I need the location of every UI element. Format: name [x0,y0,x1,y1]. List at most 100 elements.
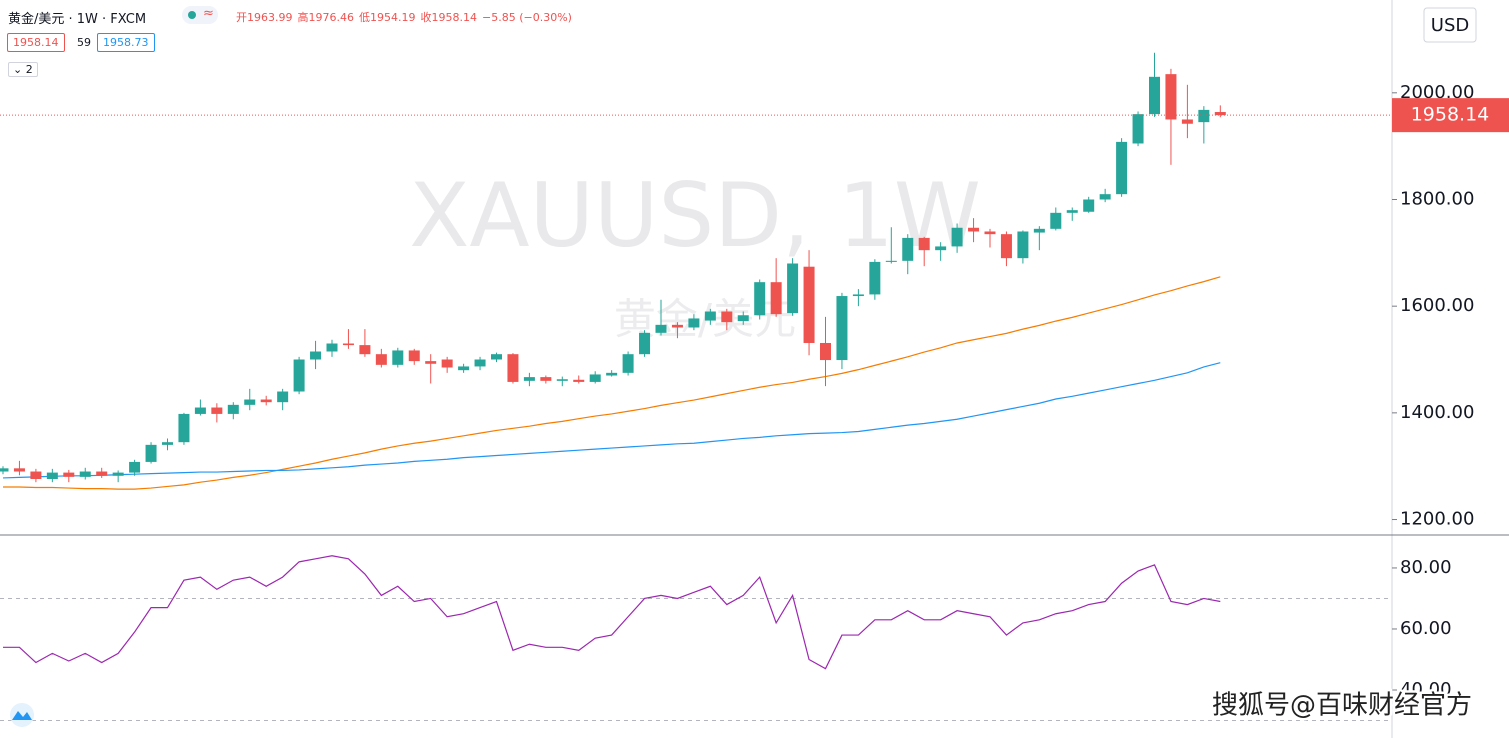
y-tick-label: 1400.00 [1400,402,1474,423]
candle-body [359,345,371,355]
watermark-symbol: XAUUSD, 1W [409,164,981,267]
symbol-title: 黄金/美元 · 1W · FXCM [8,12,147,27]
candle-body [112,472,124,476]
moving-average [3,276,1221,490]
candle-body [1214,112,1226,116]
footer-watermark: 搜狐号@百味财经官方 [1212,691,1472,721]
bid-box[interactable]: 1958.14 [7,33,65,52]
candle-body [869,261,881,295]
candle-body [491,354,502,360]
candle-body [326,343,338,352]
collapse-count: 2 [25,63,33,76]
candle-body [1181,119,1193,124]
candle-body [0,468,9,472]
y-tick-label: 1200.00 [1400,509,1474,530]
candle-body [606,372,618,376]
candle-body [458,366,470,371]
candle-body [688,318,700,328]
ohlc-legend: 开1963.99 高1976.46 低1954.19 收1958.14 −5.85 (−… [236,9,577,25]
collapse-button[interactable]: ⌄ 2 [8,62,38,77]
last-price-label: 1958.14 [1411,104,1490,126]
candle-body [540,377,552,381]
candle-body [178,413,190,443]
candle-body [194,407,206,414]
candle-body [836,296,848,361]
logo[interactable] [10,703,34,727]
spread: 59 [77,36,91,49]
y-tick-label: 2000.00 [1400,82,1474,103]
candle-body [1165,74,1177,120]
last-price-box [1392,98,1509,133]
candle-body [46,472,58,479]
y-tick-label: 1800.00 [1400,188,1474,209]
candle-body [951,227,963,247]
logo-icon [12,711,32,720]
candle-body [737,315,749,322]
candle-body [1099,194,1111,200]
candle-body [622,354,634,373]
candle-body [1050,212,1062,229]
candle-body [293,359,305,392]
candle-body [1116,141,1128,195]
candle-body [310,351,322,360]
candle-body [968,227,980,232]
ohlc-item: 低1954.19 [359,11,416,24]
y-tick-label: 40.00 [1400,679,1452,700]
ohlc-item: 收1958.14 [420,11,478,24]
candle-body [852,294,864,297]
candle-body [375,354,387,365]
candle-body [754,282,766,316]
candle-body [441,359,453,368]
candle-body [129,461,141,473]
candle-body [30,471,42,479]
candle-body [162,442,173,445]
ohlc-item: 高1976.46 [297,11,355,24]
candle-body [392,350,404,365]
candle-body [1017,231,1029,259]
candle-body [408,350,420,362]
status-pill[interactable]: ≈ [182,6,218,24]
candle-body [13,468,25,472]
candle-body [556,379,568,381]
candle-body [721,311,733,323]
candle-body [425,361,437,364]
currency-box[interactable] [1423,7,1477,43]
candle-body [227,404,239,414]
candle-body [277,391,289,403]
candle-body [79,471,91,477]
candle-body [523,377,535,381]
candle-body [211,407,223,414]
candle-body [63,472,75,477]
candle-body [1132,114,1144,144]
candle-body [1033,228,1045,233]
candle-body [1149,76,1160,115]
candle-body [902,237,914,261]
candle-body [918,237,930,251]
candle-body [573,379,585,382]
candle-body [803,266,815,343]
candle-body [1198,109,1210,123]
moving-average [2,362,1221,479]
ohlc-item: 开1963.99 [236,11,293,24]
candle-body [671,324,683,328]
candle-body [704,311,716,321]
candle-body [787,263,799,314]
candle-body [260,399,272,403]
candle-body [589,374,601,382]
candle-body [885,260,897,262]
candle-body [984,231,996,235]
footer-halo: 搜狐号@百味财经官方 [1212,691,1472,721]
candle-body [1000,234,1012,259]
ask-box[interactable]: 1958.73 [97,33,155,52]
candle-body [820,342,831,361]
candle-body [639,332,651,355]
y-tick-label: 60.00 [1400,618,1452,639]
candle-body [474,359,486,367]
candle-body [342,343,354,346]
candle-body [655,324,667,333]
candle-body [770,282,782,315]
y-tick-label: 1600.00 [1400,295,1474,316]
candle-body [1066,210,1078,213]
